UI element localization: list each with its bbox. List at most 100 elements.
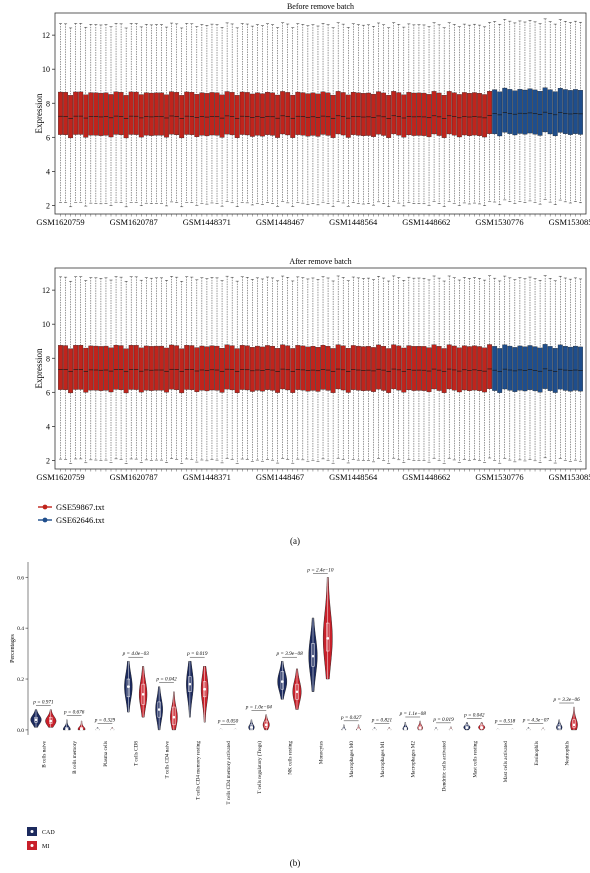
sample-box	[164, 94, 169, 138]
sample-box	[527, 88, 533, 134]
violin-box	[311, 643, 315, 667]
violin-median-dot	[65, 727, 69, 731]
sample-box	[184, 345, 190, 390]
sample-box	[219, 348, 225, 393]
sample-box	[466, 346, 472, 391]
x-tick-label: GSM1620787	[110, 472, 158, 482]
violin-median-dot	[342, 728, 346, 732]
x-tick-label: GSM1530854	[549, 217, 590, 227]
violin-median-dot	[219, 728, 222, 732]
sample-box	[366, 92, 371, 136]
sample-box	[497, 348, 503, 393]
sample-box	[360, 93, 366, 136]
y-tick-label: 6	[46, 133, 50, 142]
violin-box	[172, 706, 176, 726]
sample-box	[320, 345, 326, 390]
violin-median-dot	[234, 728, 237, 732]
sample-box	[396, 92, 402, 136]
violin-median-dot	[280, 680, 284, 683]
p-value-label: p = 0.027	[340, 715, 362, 721]
legend-marker-gse59867	[42, 504, 48, 510]
sample-box	[376, 91, 381, 135]
sample-box	[214, 345, 220, 391]
legend-label-cad: CAD	[42, 830, 55, 836]
sample-box	[305, 93, 311, 137]
violin-box	[418, 725, 422, 730]
sample-box	[254, 345, 260, 391]
sample-box	[73, 345, 79, 390]
sample-box	[436, 346, 442, 391]
sample-box	[406, 345, 412, 391]
sample-box	[376, 344, 381, 390]
sample-box	[340, 92, 346, 136]
sample-box	[401, 347, 407, 393]
sample-box	[133, 91, 139, 135]
sample-box	[360, 346, 366, 391]
sample-box	[138, 347, 144, 393]
x-tick-label: Plasma cells	[103, 741, 109, 767]
y-tick-label: 12	[42, 286, 50, 295]
sample-box	[128, 91, 134, 135]
sample-box	[143, 345, 149, 391]
violin-median-dot	[557, 726, 561, 729]
sample-box	[335, 91, 341, 135]
x-tick-label: GSM1448662	[402, 217, 450, 227]
sample-box	[244, 92, 250, 136]
sample-box	[78, 91, 84, 135]
sample-box	[98, 346, 104, 391]
legend-dot-mi	[30, 844, 34, 847]
sample-box	[295, 91, 301, 135]
y-tick-label: 0.2	[17, 677, 24, 683]
violin-median-dot	[373, 728, 376, 732]
sample-box	[285, 345, 291, 391]
sample-box	[123, 348, 129, 394]
violin-box	[141, 683, 145, 705]
violin-median-dot	[496, 728, 499, 732]
sample-box	[113, 344, 119, 390]
sample-box	[386, 95, 392, 138]
sample-box	[148, 346, 154, 391]
sample-box	[199, 92, 205, 136]
sample-box	[174, 92, 180, 136]
x-tick-label: GSM1448371	[183, 217, 231, 227]
sample-box	[138, 94, 144, 138]
sample-box	[335, 344, 341, 390]
violin-median-dot	[34, 718, 38, 722]
sample-box	[169, 91, 175, 135]
sample-box	[239, 91, 245, 135]
x-tick-label: Macrophages M1	[380, 741, 386, 778]
sample-box	[63, 345, 68, 390]
sample-box	[154, 345, 159, 391]
p-value-label: p = 0.042	[463, 711, 485, 718]
x-tick-label: Dendritic cells activated	[442, 741, 448, 792]
sample-box	[254, 92, 260, 136]
sample-box	[406, 92, 412, 136]
sample-box	[512, 347, 518, 392]
chart-title: Before remove batch	[287, 2, 354, 11]
sample-box	[209, 92, 215, 136]
sample-box	[325, 92, 331, 136]
sample-box	[189, 92, 195, 135]
p-value-label: p = 0.676	[63, 710, 85, 716]
panel-label-a: (a)	[290, 536, 300, 546]
p-value-label: p = 3.3e−06	[553, 697, 581, 703]
sample-box	[204, 346, 210, 392]
p-value-label: p = 0.050	[217, 719, 239, 725]
violin-median-dot	[127, 685, 130, 688]
sample-box	[199, 345, 205, 391]
boxplot-after-batch: After remove batch Expression 2 4 6 8 10 12 GSM1…	[34, 257, 590, 482]
sample-box	[381, 346, 387, 391]
sample-box	[441, 95, 447, 138]
sample-box	[426, 94, 432, 138]
sample-box	[73, 91, 79, 135]
sample-box	[280, 344, 286, 390]
sample-box	[244, 345, 250, 391]
sample-box	[578, 90, 583, 135]
sample-box	[552, 348, 558, 393]
sample-box	[68, 348, 74, 394]
p-value-label: p = 0.329	[94, 717, 116, 723]
sample-box	[451, 92, 457, 136]
sample-box	[446, 344, 452, 390]
sample-box	[78, 345, 84, 390]
sample-box	[315, 93, 321, 137]
